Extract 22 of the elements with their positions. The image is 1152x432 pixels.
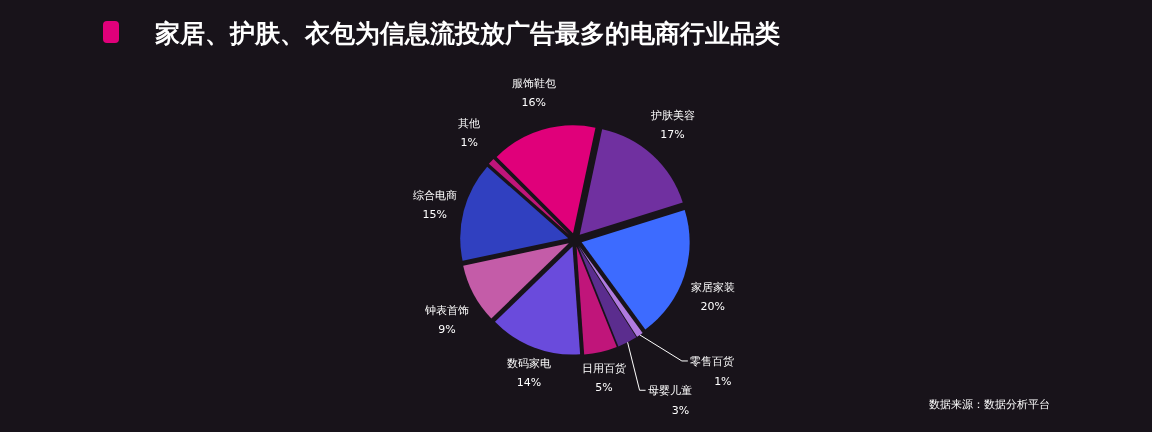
slice-label: 护肤美容 xyxy=(649,108,695,122)
slice-label: 其他 xyxy=(458,116,481,130)
slice-label: 综合电商 xyxy=(412,189,457,203)
data-label: 14% xyxy=(516,375,542,389)
slice-label: 家居家装 xyxy=(690,281,735,295)
slice-label: 钟表首饰 xyxy=(424,304,470,318)
data-label: 15% xyxy=(422,208,447,222)
data-label: 9% xyxy=(438,323,456,337)
data-label: 16% xyxy=(521,95,547,109)
data-label: 1% xyxy=(460,135,479,149)
data-label: 17% xyxy=(660,127,685,141)
slice-label: 日用百货 xyxy=(581,361,626,375)
slice-label: 数码家电 xyxy=(506,356,551,370)
slice-label: 服饰鞋包 xyxy=(511,76,556,90)
data-label: 5% xyxy=(595,380,613,394)
slice-label: 母婴儿童 xyxy=(647,384,692,398)
slice-label: 零售百货 xyxy=(689,354,734,368)
data-label: 3% xyxy=(671,404,690,418)
data-label: 20% xyxy=(700,300,725,314)
source-note: 数据来源：数据分析平台 xyxy=(929,398,1050,411)
data-label: 1% xyxy=(714,374,732,388)
chart-title: 家居、护肤、衣包为信息流投放广告最多的电商行业品类 xyxy=(154,19,780,48)
